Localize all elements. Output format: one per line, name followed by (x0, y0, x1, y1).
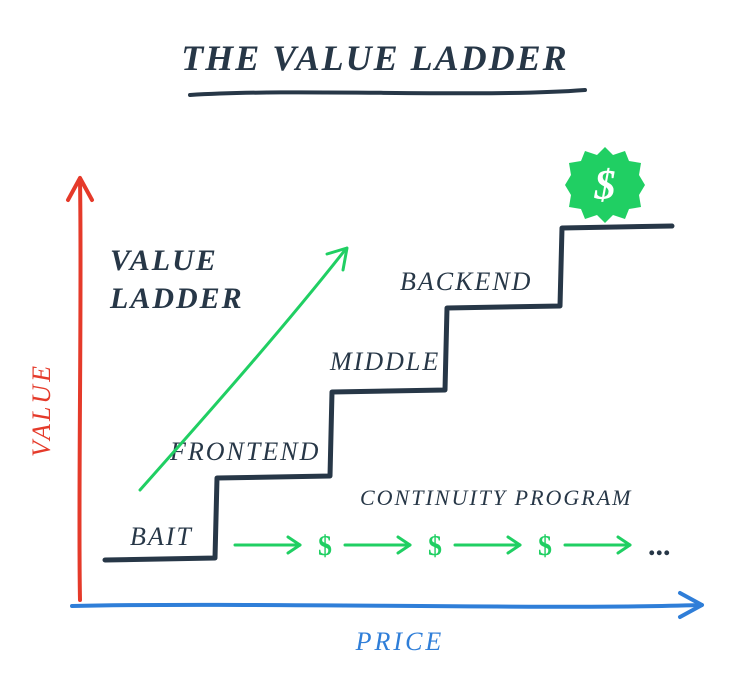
dollar-badge: $ (565, 147, 645, 223)
value-ladder-diagram: THE VALUE LADDER VALUE PRICE BAIT FRONTE… (0, 0, 750, 679)
step-bait: BAIT (130, 522, 193, 551)
continuity-dollar-2: $ (428, 531, 442, 562)
diagonal-label-1: VALUE (110, 244, 218, 277)
step-backend: BACKEND (400, 267, 532, 296)
step-middle: MIDDLE (329, 347, 440, 376)
diagram-title: THE VALUE LADDER (181, 38, 568, 78)
x-axis: PRICE (72, 593, 702, 656)
continuity-ellipsis: ... (648, 529, 671, 562)
dollar-badge-text: $ (594, 163, 616, 209)
step-frontend: FRONTEND (169, 437, 320, 466)
continuity-dollar-1: $ (318, 531, 332, 562)
continuity-label: CONTINUITY PROGRAM (360, 485, 633, 510)
x-axis-label: PRICE (355, 627, 445, 656)
continuity-flow: $ $ $ ... (235, 529, 671, 562)
diagonal-label-2: LADDER (109, 282, 244, 315)
title-underline (190, 90, 585, 95)
continuity-dollar-3: $ (538, 531, 552, 562)
y-axis-label: VALUE (27, 363, 56, 457)
y-axis: VALUE (27, 178, 92, 600)
